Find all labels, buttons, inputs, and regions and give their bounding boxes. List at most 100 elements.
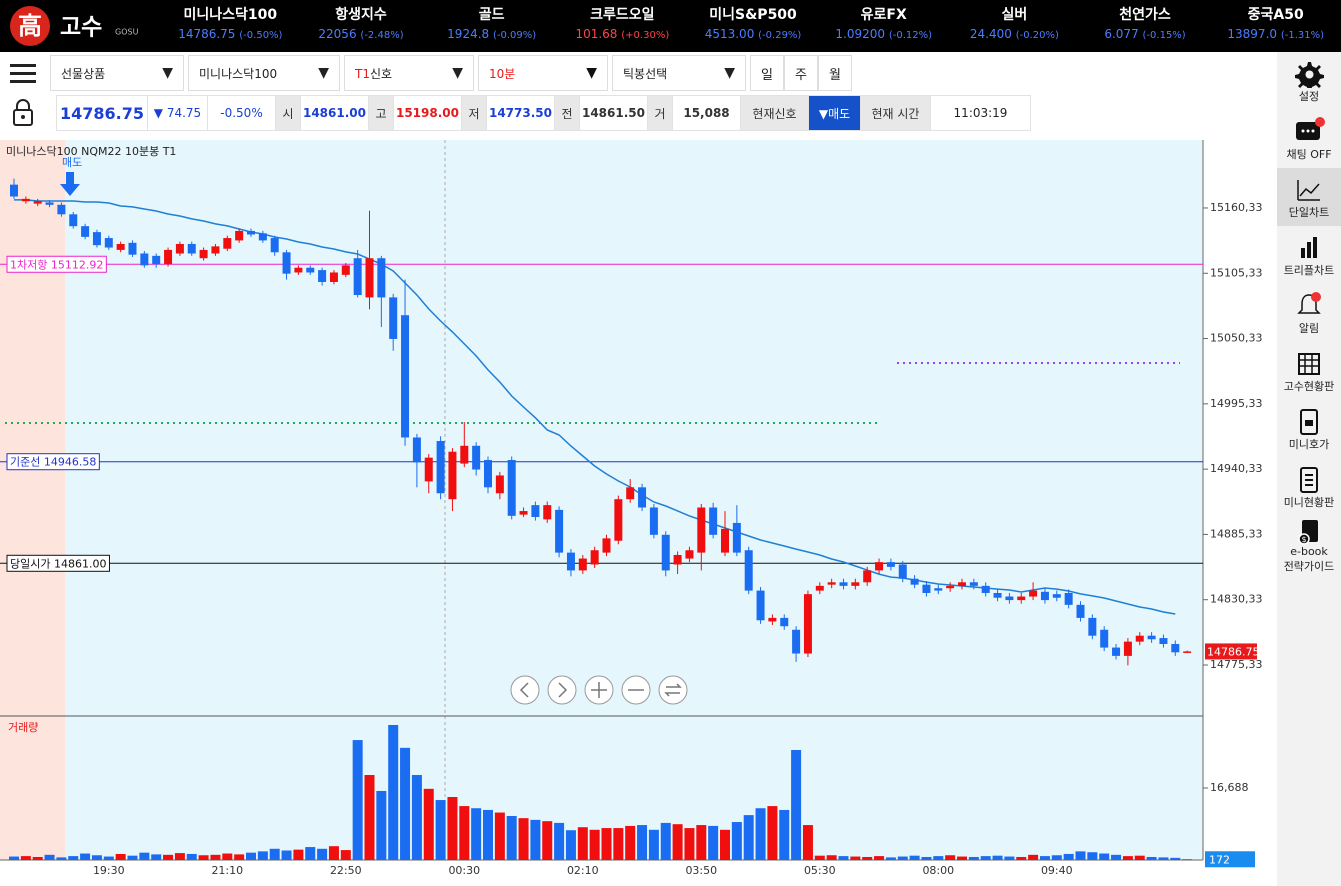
ticker[interactable]: 미니S&P500 4513.00 (-0.29%) [688, 0, 819, 52]
plot-background [0, 140, 1203, 860]
sidebar-icon: $ [1298, 520, 1318, 545]
y-tick-label: 14885,33 [1210, 527, 1263, 540]
volume-bar [625, 825, 636, 860]
interval-dropdown[interactable]: 10분 ▼ [478, 55, 608, 91]
volume-bar [720, 829, 730, 860]
candle-body [863, 570, 872, 583]
candle-body [33, 201, 42, 204]
sidebar-item[interactable]: 알림 [1277, 284, 1341, 342]
logo[interactable]: 高 고수 GOSU [4, 4, 154, 48]
symbol-dropdown[interactable]: 미니나스닥100 ▼ [188, 55, 340, 91]
sidebar-item[interactable]: 트리플차트 [1277, 226, 1341, 284]
candle-body [839, 582, 848, 586]
sidebar-label: 채팅 OFF [1286, 148, 1332, 161]
volume-bar [9, 856, 19, 860]
field-label: 고 [369, 95, 394, 131]
lock-icon[interactable] [0, 94, 56, 132]
ticker[interactable]: 중국A50 13897.0 (-1.31%) [1210, 0, 1341, 52]
ticker-values: 14786.75 (-0.50%) [165, 27, 296, 41]
volume-bar [1099, 853, 1110, 860]
ticker[interactable]: 천연가스 6.077 (-0.15%) [1080, 0, 1211, 52]
sidebar-icon [1298, 353, 1320, 375]
sidebar-item[interactable]: 미니현황판 [1277, 458, 1341, 516]
dropdown-text: 선물상품 [61, 66, 106, 81]
volume-bar [637, 825, 648, 860]
candle-body [958, 582, 966, 586]
candle-body [709, 507, 718, 535]
x-tick-label: 05:30 [804, 864, 836, 877]
ticker[interactable]: 유로FX 1.09200 (-0.12%) [818, 0, 949, 52]
volume-bar [731, 822, 742, 860]
ticker[interactable]: 항생지수 22056 (-2.48%) [296, 0, 427, 52]
sidebar-item[interactable]: 채팅 OFF [1277, 110, 1341, 168]
volume-bar [257, 851, 268, 860]
candle-body [792, 629, 801, 654]
volume-bar [945, 855, 956, 860]
tick-dropdown[interactable]: 틱봉선택 ▼ [612, 55, 746, 91]
sidebar-item[interactable]: 고수현황판 [1277, 342, 1341, 400]
level-label: 1차저항 15112.92 [10, 258, 103, 271]
volume-bar [435, 800, 446, 860]
candle-body [519, 511, 528, 515]
period-button[interactable]: 주 [784, 55, 818, 91]
signal-dropdown[interactable]: T1신호 ▼ [344, 55, 474, 91]
reset[interactable] [658, 675, 688, 705]
volume-bar [186, 853, 197, 860]
candle-body [969, 582, 978, 586]
ticker-change: (+0.30%) [621, 30, 670, 41]
ticker[interactable]: 골드 1924.8 (-0.09%) [426, 0, 557, 52]
sidebar-item[interactable]: 단일차트 [1277, 168, 1341, 226]
sidebar-label: 전략가이드 [1283, 560, 1335, 573]
sidebar-label: 단일차트 [1288, 206, 1330, 219]
candle-body [1005, 596, 1014, 601]
volume-bar [992, 855, 1003, 860]
candle-body [377, 258, 386, 298]
candle-body [1029, 590, 1038, 597]
period-button[interactable]: 일 [750, 55, 784, 91]
level-label: 당일시가 14861.00 [10, 556, 106, 570]
candle-body [578, 558, 587, 571]
sidebar-item[interactable]: 미니호가 [1277, 400, 1341, 458]
volume-bar [127, 855, 138, 860]
candle-body [886, 562, 895, 567]
volume-bar [672, 824, 683, 860]
logo-text: 고수 [60, 15, 102, 41]
sidebar-item[interactable]: $ e-book 전략가이드 [1277, 516, 1341, 574]
volume-bar [1111, 854, 1122, 860]
volume-bar [1063, 853, 1074, 860]
ticker[interactable]: 미니나스닥100 14786.75 (-0.50%) [165, 0, 296, 52]
nav-left[interactable] [510, 675, 540, 705]
sidebar-label: 트리플차트 [1283, 264, 1335, 277]
volume-bar [234, 854, 245, 860]
menu-icon[interactable] [0, 54, 50, 92]
ticker[interactable]: 실버 24.400 (-0.20%) [949, 0, 1080, 52]
ticker-change: (-0.50%) [239, 30, 283, 41]
sidebar-icon [1296, 117, 1325, 140]
y-tick-label: 15160,33 [1210, 201, 1263, 214]
nav-right[interactable] [547, 675, 577, 705]
candle-body [152, 255, 161, 265]
volume-bar [44, 854, 55, 860]
field-label: 저 [462, 95, 487, 131]
candle-body [1076, 604, 1085, 618]
ticker-change: (-2.48%) [360, 30, 404, 41]
x-tick-label: 03:50 [685, 864, 717, 877]
candle-body [590, 550, 599, 565]
volume-bar [874, 856, 885, 860]
volume-bar [447, 797, 458, 860]
sidebar-item[interactable]: 설정 [1277, 52, 1341, 110]
volume-title: 거래량 [8, 721, 38, 734]
volume-bar [1122, 856, 1133, 860]
ticker[interactable]: 크루드오일 101.68 (+0.30%) [557, 0, 688, 52]
ticker-values: 13897.0 (-1.31%) [1210, 27, 1341, 41]
candle-body [21, 198, 30, 202]
period-button[interactable]: 월 [818, 55, 852, 91]
candle-body [744, 550, 753, 591]
candle-body [1100, 629, 1109, 648]
candle-body [1183, 651, 1192, 653]
volume-bar [68, 856, 79, 860]
volume-bar [400, 747, 411, 860]
product-dropdown[interactable]: 선물상품 ▼ [50, 55, 184, 91]
candle-body [1123, 641, 1132, 656]
